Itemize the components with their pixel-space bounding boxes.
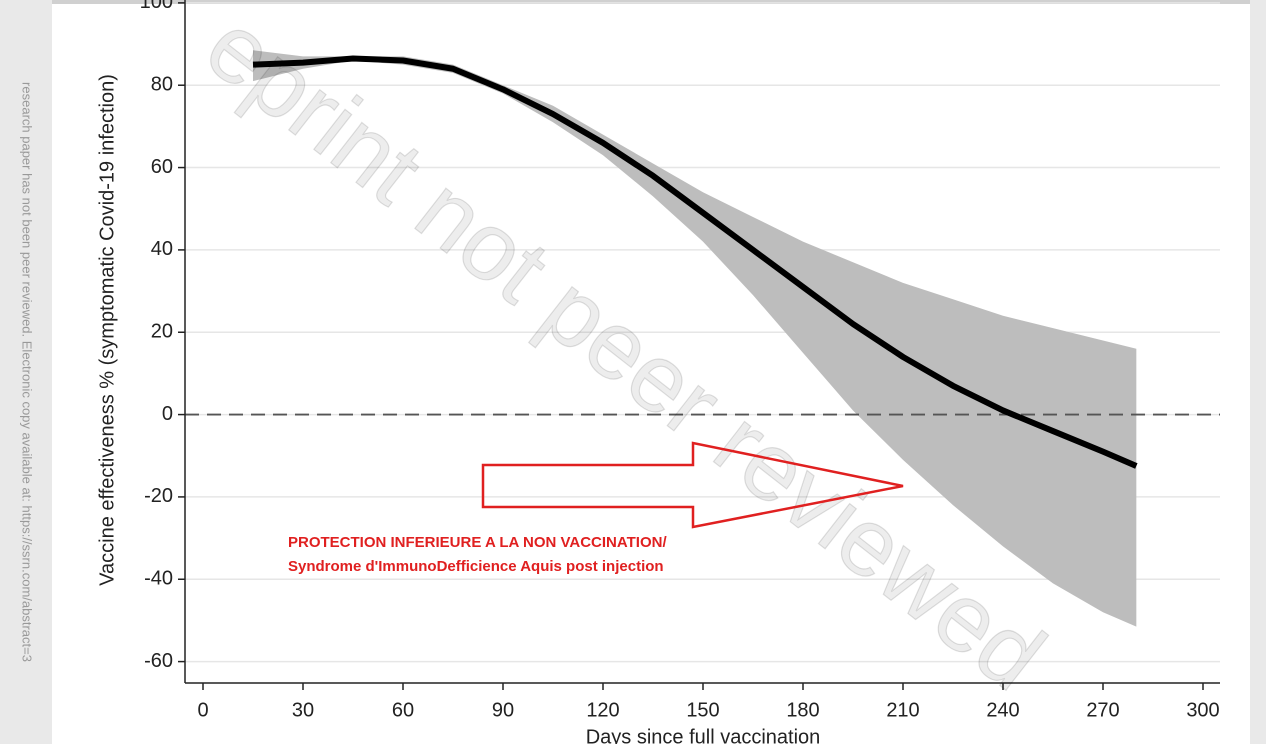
annotation: PROTECTION INFERIEURE A LA NON VACCINATI… bbox=[288, 534, 667, 551]
x-tick-label: 210 bbox=[886, 699, 919, 721]
y-tick-label: 20 bbox=[151, 321, 173, 343]
confidence-band bbox=[253, 50, 1137, 627]
x-tick-label: 300 bbox=[1186, 699, 1219, 721]
y-tick-label: -40 bbox=[144, 568, 173, 590]
side-note: research paper has not been peer reviewe… bbox=[20, 82, 35, 662]
y-axis-label: Vaccine effectiveness % (symptomatic Cov… bbox=[96, 74, 118, 586]
y-tick-label: 80 bbox=[151, 74, 173, 96]
line bbox=[252, 55, 1138, 469]
y-tick-label: 100 bbox=[140, 0, 173, 13]
x-axis-label: Days since full vaccination bbox=[586, 726, 821, 744]
x-tick-label: 0 bbox=[197, 699, 208, 721]
x-tick-label: 150 bbox=[686, 699, 719, 721]
plot-area: -60 -40 -20 0 20 40 60 80 100 0 30 60 90 120 150 180 210… bbox=[140, 0, 1220, 721]
paper-edge bbox=[52, 0, 1250, 4]
arrow bbox=[481, 441, 904, 529]
y-tick-label: -60 bbox=[144, 650, 173, 672]
x-tick-label: 240 bbox=[986, 699, 1019, 721]
x-tick-label: 270 bbox=[1086, 699, 1119, 721]
x-tick-label: 90 bbox=[492, 699, 514, 721]
x-tick-label: 120 bbox=[586, 699, 619, 721]
y-tick-label: 0 bbox=[162, 403, 173, 425]
y-tick-label: 40 bbox=[151, 238, 173, 260]
x-tick-label: 180 bbox=[786, 699, 819, 721]
y-tick-label: -20 bbox=[144, 485, 173, 507]
x-tick-label: 30 bbox=[292, 699, 314, 721]
annotation: Syndrome d'ImmunoDefficience Aquis post … bbox=[288, 558, 664, 575]
x-tick-label: 60 bbox=[392, 699, 414, 721]
y-tick-label: 60 bbox=[151, 156, 173, 178]
